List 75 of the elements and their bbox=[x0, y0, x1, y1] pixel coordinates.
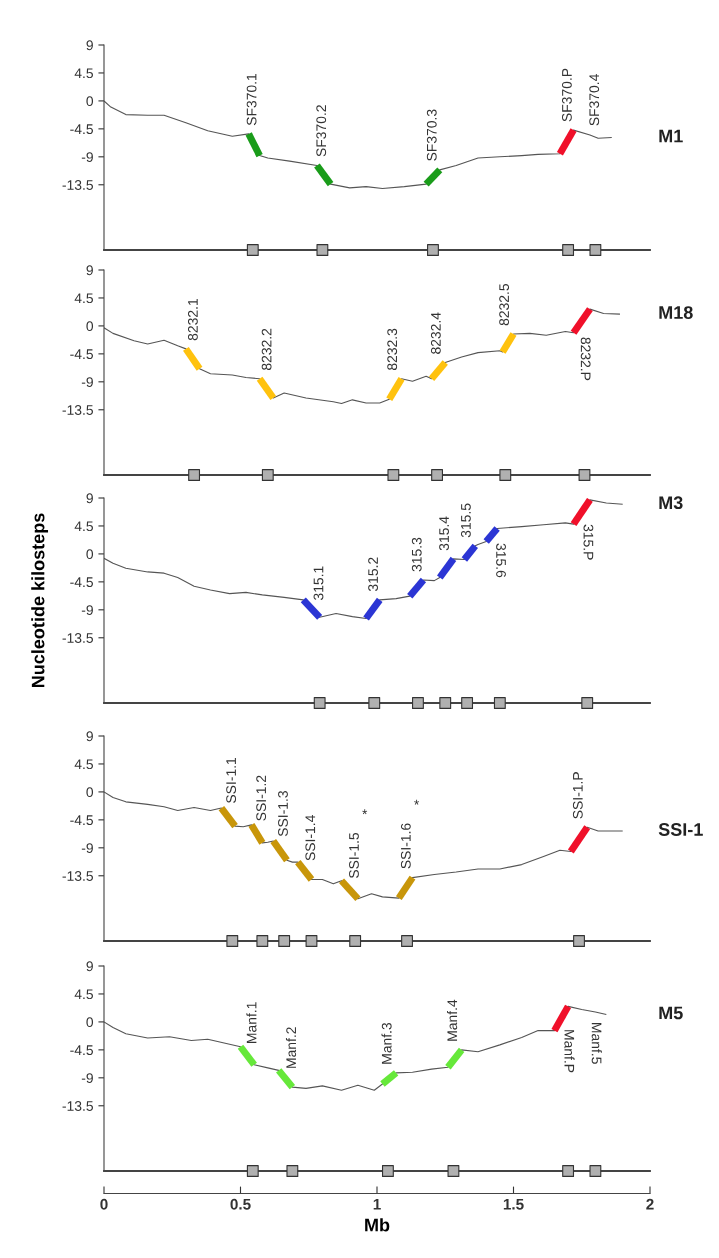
annotation: 315.1 bbox=[313, 566, 324, 600]
annotation: Manf.2 bbox=[285, 1027, 297, 1068]
text: M5 bbox=[659, 1006, 683, 1020]
y-tick-label: 4.5 bbox=[74, 521, 93, 532]
y-tick-label: 9 bbox=[86, 961, 93, 972]
y-tick-label: 4.5 bbox=[74, 293, 93, 304]
y-tick-label: -13.5 bbox=[62, 405, 93, 415]
annotation: Manf.P bbox=[564, 1030, 575, 1073]
annotation: 315.5 bbox=[460, 503, 471, 538]
text: M3 bbox=[659, 496, 683, 510]
annotation: 8232.2 bbox=[261, 328, 272, 371]
annotation: 315.3 bbox=[411, 537, 422, 572]
annotation: 8232.P bbox=[580, 337, 591, 381]
y-tick-label: -4.5 bbox=[70, 349, 93, 360]
y-tick-label: 9 bbox=[86, 265, 93, 276]
x-tick-label: 0.5 bbox=[230, 1198, 251, 1210]
y-tick-label: -9 bbox=[81, 1073, 93, 1083]
annotation: SF370.4 bbox=[589, 74, 600, 126]
y-tick-label: 9 bbox=[86, 493, 93, 504]
annotation: 315.2 bbox=[368, 557, 378, 592]
annotation: SSI-1.4 bbox=[305, 815, 316, 861]
text: SSI-1 bbox=[658, 823, 703, 836]
annotation: 8232.3 bbox=[387, 328, 398, 371]
annotation: SSI-1.1 bbox=[226, 757, 237, 803]
annotation: SSI-1.2 bbox=[256, 775, 267, 821]
x-axis-title: Mb bbox=[365, 1218, 390, 1232]
y-tick-label: 0 bbox=[86, 787, 94, 798]
y-tick-label: -4.5 bbox=[70, 815, 93, 826]
annotation: 8232.4 bbox=[430, 312, 441, 354]
y-tick-label: -13.5 bbox=[62, 633, 93, 643]
y-tick-label: -4.5 bbox=[70, 124, 93, 135]
text: M1 bbox=[659, 129, 683, 143]
annotation: SSI-1.P bbox=[572, 772, 583, 819]
text: M18 bbox=[659, 306, 693, 319]
annotation: SF370.1 bbox=[246, 73, 257, 126]
annotation: SF370.3 bbox=[426, 109, 437, 161]
y-tick-label: -13.5 bbox=[62, 180, 93, 190]
annotation: 315.6 bbox=[496, 543, 506, 578]
annotation: 315.P bbox=[583, 524, 594, 560]
annotation: Manf.4 bbox=[446, 999, 458, 1041]
y-tick-label: 0 bbox=[86, 1017, 94, 1028]
y-tick-label: -9 bbox=[81, 152, 93, 162]
annotation: SSI-1.3 bbox=[278, 791, 288, 837]
y-tick-label: -13.5 bbox=[62, 871, 93, 881]
annotation: SF370.P bbox=[561, 68, 572, 122]
annotation: 315.4 bbox=[439, 516, 449, 551]
y-tick-label: -9 bbox=[81, 605, 93, 615]
annotation: Manf.1 bbox=[246, 1002, 257, 1043]
annotation: SSI-1.5 bbox=[349, 832, 359, 879]
x-tick-label: 1 bbox=[373, 1198, 381, 1210]
y-tick-label: 9 bbox=[86, 731, 93, 742]
x-tick-label: 2 bbox=[646, 1198, 654, 1210]
y-tick-label: 0 bbox=[86, 321, 94, 332]
y-tick-label: 0 bbox=[86, 96, 94, 107]
annotation: 8232.5 bbox=[499, 284, 510, 326]
y-tick-label: -4.5 bbox=[70, 577, 93, 588]
annotation: SF370.2 bbox=[316, 105, 327, 157]
x-tick-label: 0 bbox=[100, 1198, 108, 1210]
y-tick-label: 4.5 bbox=[74, 68, 93, 79]
annotation: 8232.1 bbox=[187, 299, 198, 341]
annotation: Manf.5 bbox=[591, 1023, 602, 1064]
y-tick-label: 0 bbox=[86, 549, 94, 560]
annotation: SSI-1.6 bbox=[400, 823, 411, 869]
y-tick-label: 4.5 bbox=[74, 759, 93, 770]
y-tick-label: 4.5 bbox=[74, 989, 93, 1000]
y-tick-label: -4.5 bbox=[70, 1045, 93, 1056]
y-tick-label: -9 bbox=[81, 843, 93, 853]
annotation: * bbox=[414, 799, 420, 805]
y-tick-label: -9 bbox=[81, 377, 93, 387]
annotation: Manf.3 bbox=[381, 1022, 392, 1064]
y-axis-title: Nucleotide kilosteps bbox=[31, 513, 49, 688]
y-tick-label: 9 bbox=[86, 40, 93, 51]
x-tick-label: 1.5 bbox=[503, 1198, 524, 1210]
annotation: * bbox=[362, 809, 368, 815]
y-tick-label: -13.5 bbox=[62, 1101, 93, 1111]
